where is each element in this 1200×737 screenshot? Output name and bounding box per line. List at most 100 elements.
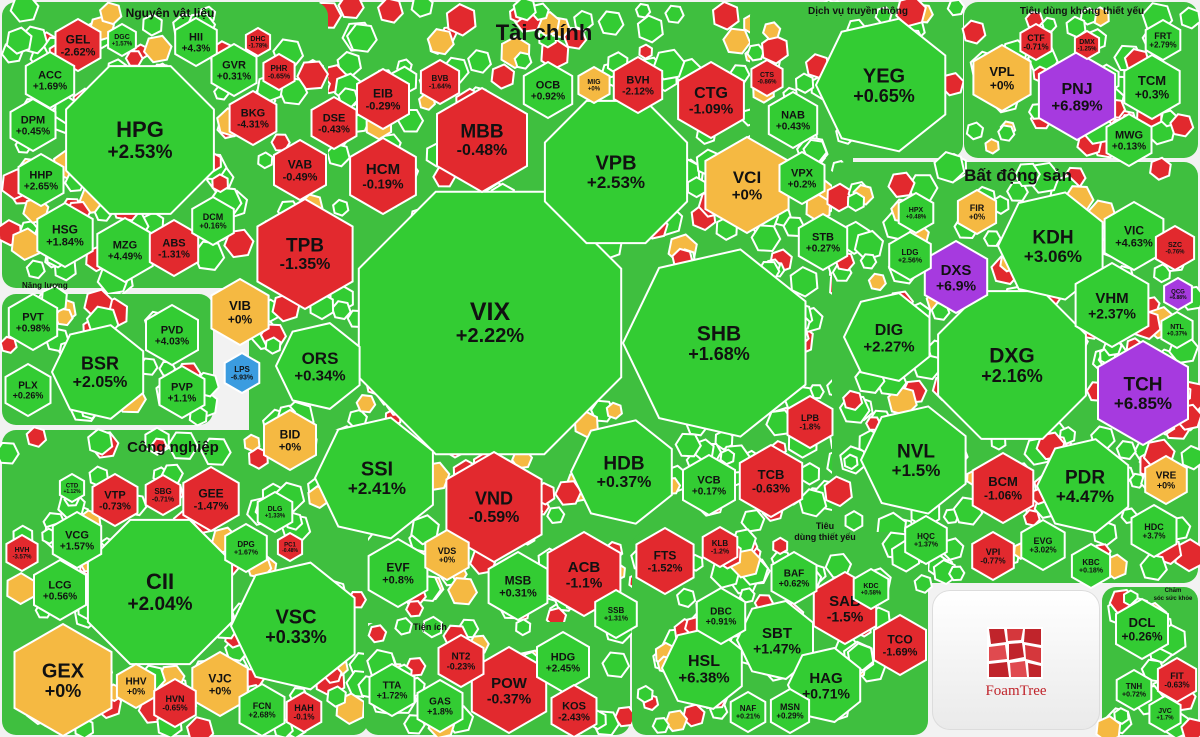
stock-cell-hdb[interactable]: HDB+0.37%	[569, 419, 673, 525]
stock-cell-vsc[interactable]: VSC+0.33%	[229, 561, 356, 691]
stock-cell-mzg[interactable]: MZG+4.49%	[96, 216, 154, 284]
stock-cell-yeg[interactable]: YEG+0.65%	[814, 17, 947, 153]
stock-cell-bcm[interactable]: BCM-1.06%	[971, 451, 1035, 525]
stock-cell-pow[interactable]: POW-0.37%	[470, 645, 548, 735]
stock-cell-cts[interactable]: CTS-0.86%	[750, 58, 784, 98]
stock-cell-phr[interactable]: PHR-0.65%	[262, 52, 296, 92]
stock-cell-hdc[interactable]: HDC+3.7%	[1130, 503, 1178, 559]
stock-cell-evg[interactable]: EVG+3.02%	[1020, 518, 1066, 572]
stock-cell-vtp[interactable]: VTP-0.73%	[91, 472, 139, 528]
stock-cell-gex[interactable]: GEX+0%	[13, 622, 113, 737]
stock-cell-hah[interactable]: HAH-0.1%	[285, 690, 323, 734]
stock-cell-vpi[interactable]: VPI-0.77%	[971, 530, 1015, 582]
stock-cell-fcn[interactable]: FCN+2.68%	[238, 682, 286, 737]
stock-cell-vpl[interactable]: VPL+0%	[972, 43, 1032, 113]
stock-cell-pnj[interactable]: PNJ+6.89%	[1037, 50, 1117, 142]
stock-cell-klb[interactable]: KLB-1.2%	[701, 525, 739, 569]
stock-cell-dse[interactable]: DSE-0.43%	[310, 95, 358, 151]
stock-cell-cii[interactable]: CII+2.04%	[86, 518, 234, 666]
stock-cell-hvh[interactable]: HVH-3.57%	[5, 533, 39, 573]
stock-cell-pdr[interactable]: PDR+4.47%	[1035, 438, 1130, 534]
stock-cell-vds[interactable]: VDS+0%	[424, 528, 470, 582]
stock-cell-ntl[interactable]: NTL+0.37%	[1160, 310, 1194, 350]
stock-cell-msn[interactable]: MSN+0.29%	[769, 687, 811, 735]
stock-cell-tch[interactable]: TCH+6.85%	[1097, 339, 1189, 447]
stock-cell-pvt[interactable]: PVT+0.98%	[7, 292, 59, 352]
stock-cell-vab[interactable]: VAB-0.49%	[273, 138, 327, 202]
stock-cell-tta[interactable]: TTA+1.72%	[368, 662, 416, 718]
stock-cell-lpb[interactable]: LPB-1.8%	[786, 394, 834, 450]
stock-cell-vre[interactable]: VRE+0%	[1144, 454, 1188, 506]
stock-cell-ctf[interactable]: CTF-0.71%	[1019, 22, 1053, 62]
stock-cell-bkg[interactable]: BKG-4.31%	[228, 89, 278, 147]
stock-cell-sbg[interactable]: SBG-0.71%	[144, 473, 182, 517]
stock-cell-jvc[interactable]: JVC+1.7%	[1148, 694, 1182, 734]
stock-cell-dxs[interactable]: DXS+6.9%	[923, 239, 989, 315]
stock-cell-hdg[interactable]: HDG+2.45%	[536, 630, 590, 694]
stock-cell-hii[interactable]: HII+4.3%	[174, 16, 218, 68]
stock-cell-hpx[interactable]: HPX+0.48%	[897, 191, 935, 235]
stock-cell-mbb[interactable]: MBB-0.48%	[436, 86, 528, 194]
stock-cell-mwg[interactable]: MWG+0.13%	[1105, 112, 1153, 168]
stock-cell-hcm[interactable]: HCM-0.19%	[349, 136, 417, 216]
stock-cell-bvh[interactable]: BVH-2.12%	[612, 55, 664, 115]
stock-cell-vci[interactable]: VCI+0%	[704, 135, 790, 235]
stock-cell-ors[interactable]: ORS+0.34%	[274, 322, 361, 410]
stock-cell-dhc[interactable]: DHC-1.78%	[244, 26, 272, 58]
stock-cell-dpm[interactable]: DPM+0.45%	[9, 97, 57, 153]
stock-cell-dig[interactable]: DIG+2.27%	[842, 292, 931, 382]
stock-cell-tnh[interactable]: TNH+0.72%	[1115, 668, 1153, 712]
stock-cell-ldg[interactable]: LDG+2.56%	[888, 230, 932, 282]
stock-cell-ssb[interactable]: SSB+1.31%	[594, 588, 638, 640]
stock-cell-pc1[interactable]: PC1-0.48%	[276, 531, 304, 563]
stock-cell-fit[interactable]: FIT-0.63%	[1156, 656, 1198, 704]
stock-cell-kbc[interactable]: KBC+0.18%	[1070, 542, 1112, 590]
stock-cell-tcm[interactable]: TCM+0.3%	[1123, 53, 1181, 121]
stock-cell-vpb[interactable]: VPB+2.53%	[543, 99, 689, 245]
stock-cell-gee[interactable]: GEE-1.47%	[182, 465, 240, 533]
stock-cell-gas[interactable]: GAS+1.8%	[416, 678, 464, 734]
stock-cell-bid[interactable]: BID+0%	[263, 408, 317, 472]
stock-cell-pvd[interactable]: PVD+4.03%	[145, 303, 199, 367]
stock-cell-vhm[interactable]: VHM+2.37%	[1074, 261, 1150, 349]
stock-cell-hsg[interactable]: HSG+1.84%	[36, 201, 94, 269]
stock-cell-ssi[interactable]: SSI+2.41%	[313, 416, 434, 540]
stock-cell-hvn[interactable]: HVN-0.65%	[153, 677, 197, 729]
stock-cell-vic[interactable]: VIC+4.63%	[1103, 200, 1165, 272]
stock-cell-ctd[interactable]: CTD+1.12%	[58, 472, 86, 504]
stock-cell-kos[interactable]: KOS-2.43%	[550, 683, 598, 737]
stock-cell-stb[interactable]: STB+0.27%	[797, 212, 849, 272]
stock-cell-vcb[interactable]: VCB+0.17%	[682, 453, 736, 517]
stock-cell-szc[interactable]: SZC-0.76%	[1154, 224, 1196, 272]
stock-cell-vpx[interactable]: VPX+0.2%	[778, 150, 826, 206]
stock-cell-hhp[interactable]: HHP+2.65%	[17, 152, 65, 208]
stock-cell-fir[interactable]: FIR+0%	[956, 188, 998, 236]
stock-cell-dxg[interactable]: DXG+2.16%	[937, 290, 1087, 440]
stock-cell-qcg[interactable]: QCG+6.88%	[1163, 276, 1193, 312]
stock-cell-eib[interactable]: EIB-0.29%	[356, 67, 410, 131]
stock-cell-tpb[interactable]: TPB-1.35%	[256, 197, 354, 311]
stock-cell-dcl[interactable]: DCL+0.26%	[1115, 597, 1169, 661]
stock-cell-baf[interactable]: BAF+0.62%	[770, 550, 818, 606]
stock-cell-vjc[interactable]: VJC+0%	[191, 650, 249, 718]
stock-cell-dgc[interactable]: DGC+1.57%	[107, 22, 137, 58]
stock-cell-nvl[interactable]: NVL+1.5%	[859, 405, 967, 515]
stock-cell-vnd[interactable]: VND-0.59%	[445, 450, 543, 564]
stock-cell-ocb[interactable]: OCB+0.92%	[522, 60, 574, 120]
stock-cell-lps[interactable]: LPS-6.93%	[223, 351, 261, 395]
stock-cell-gvr[interactable]: GVR+0.31%	[210, 42, 258, 98]
stock-cell-dlg[interactable]: DLG+1.33%	[256, 490, 294, 534]
stock-cell-dpg[interactable]: DPG+1.67%	[224, 522, 268, 574]
stock-cell-kdh[interactable]: KDH+3.06%	[996, 191, 1104, 301]
stock-cell-shb[interactable]: SHB+1.68%	[621, 248, 807, 438]
stock-cell-frt[interactable]: FRT+2.79%	[1144, 18, 1182, 62]
stock-cell-vcg[interactable]: VCG+1.57%	[51, 510, 103, 570]
stock-cell-tco[interactable]: TCO-1.69%	[873, 613, 927, 677]
stock-cell-msb[interactable]: MSB+0.31%	[487, 550, 549, 622]
stock-cell-ctg[interactable]: CTG-1.09%	[677, 60, 745, 140]
stock-cell-acb[interactable]: ACB-1.1%	[546, 530, 622, 618]
stock-cell-mig[interactable]: MIG+0%	[577, 65, 611, 105]
stock-cell-pvp[interactable]: PVP+1.1%	[158, 364, 206, 420]
stock-cell-naf[interactable]: NAF+0.21%	[729, 690, 767, 734]
stock-cell-bsr[interactable]: BSR+2.05%	[50, 324, 145, 420]
